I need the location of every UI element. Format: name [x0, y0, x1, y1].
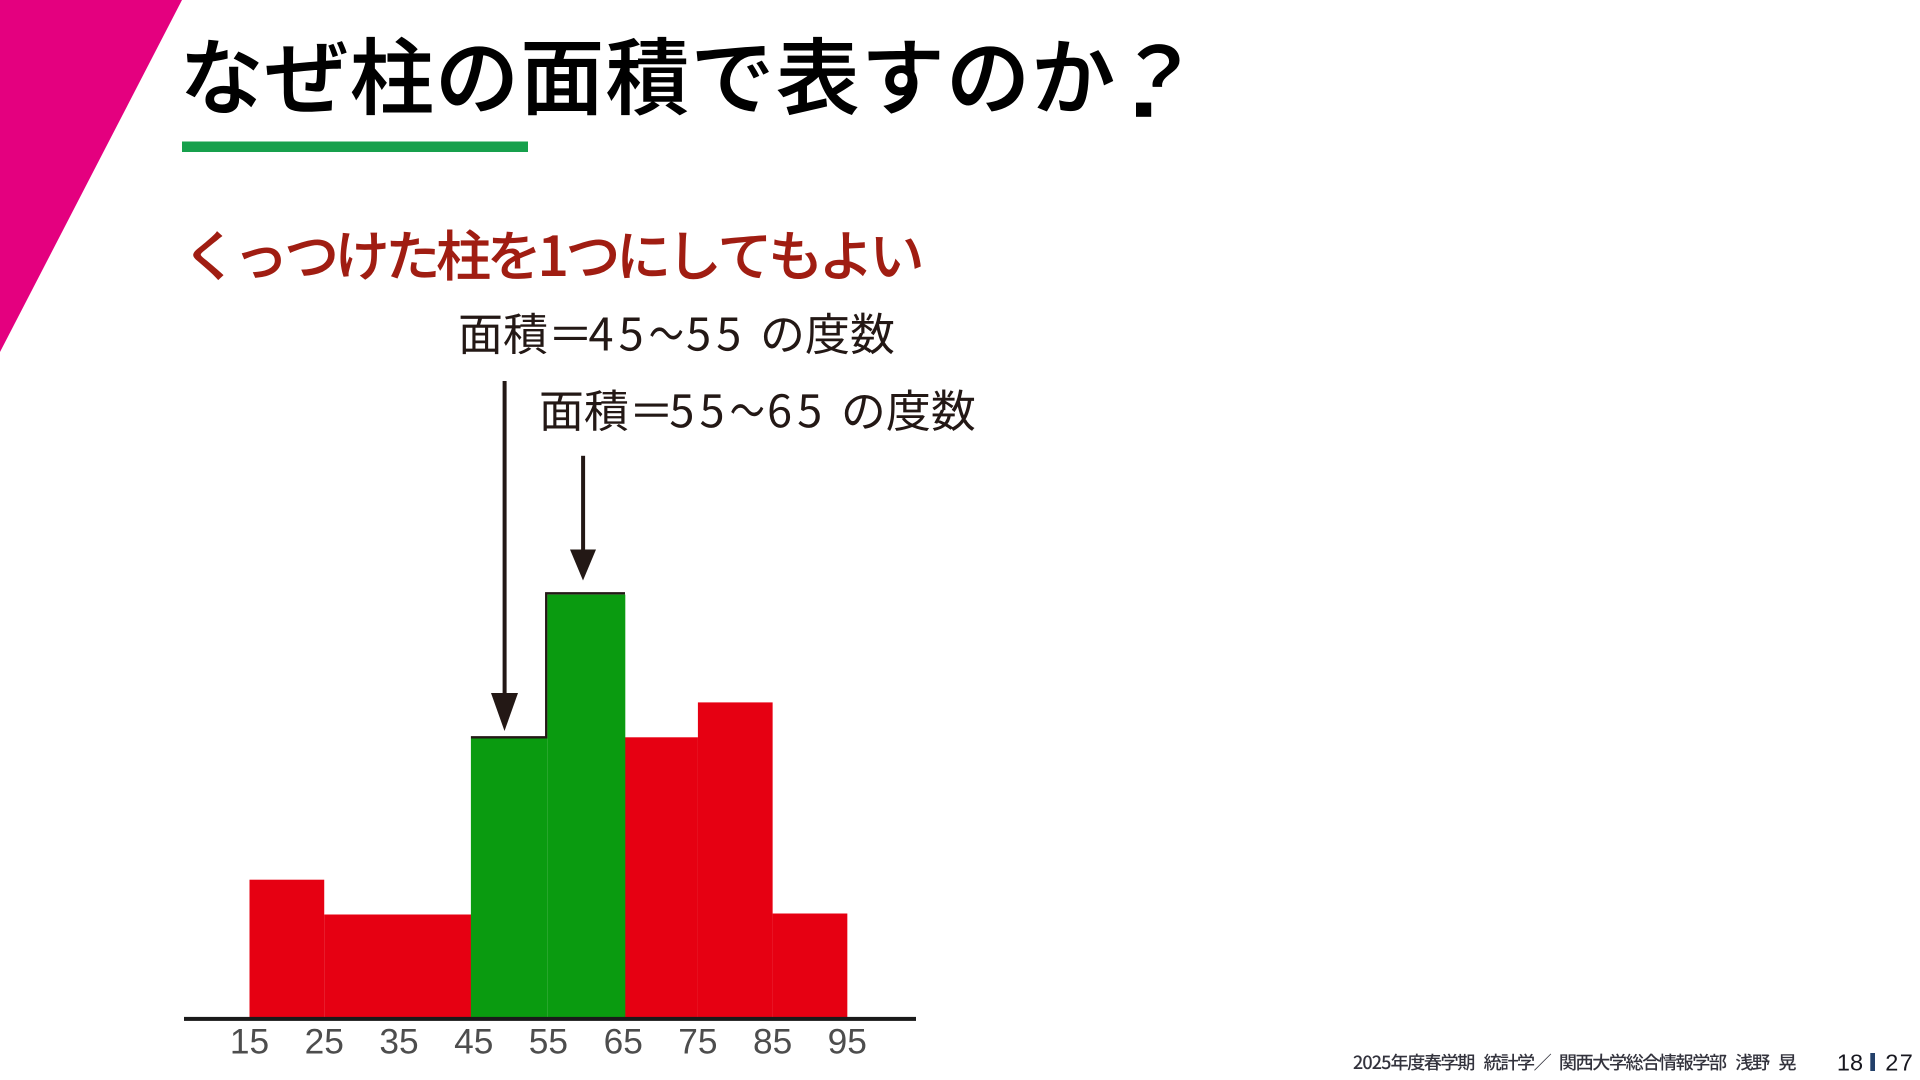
- svg-text:85: 85: [753, 1022, 792, 1061]
- svg-text:95: 95: [828, 1022, 867, 1061]
- svg-text:35: 35: [379, 1022, 418, 1061]
- svg-text:55: 55: [529, 1022, 568, 1061]
- svg-text:15: 15: [230, 1022, 269, 1061]
- svg-text:27: 27: [1885, 1050, 1914, 1076]
- svg-text:25: 25: [305, 1022, 344, 1061]
- svg-text:18: 18: [1837, 1050, 1863, 1076]
- svg-text:45: 45: [454, 1022, 493, 1061]
- svg-text:75: 75: [678, 1022, 717, 1061]
- svg-text:65: 65: [604, 1022, 643, 1061]
